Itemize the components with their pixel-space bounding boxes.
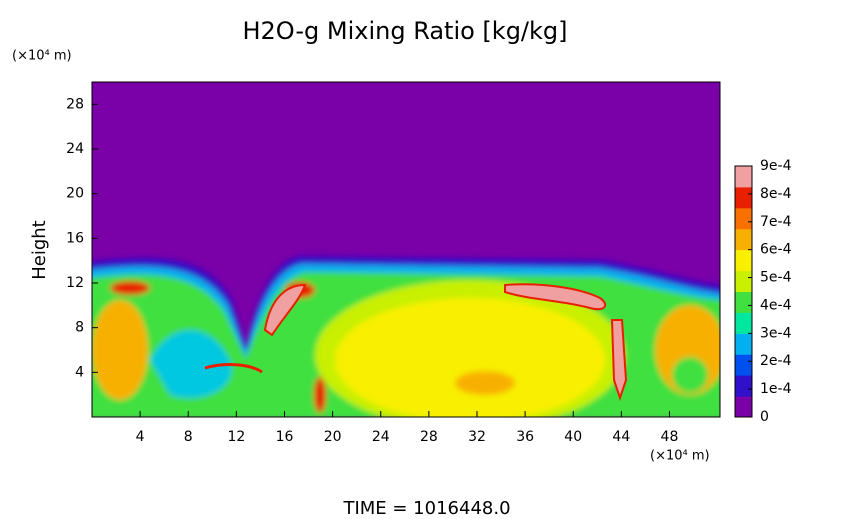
field-layer	[672, 357, 708, 393]
colorbar-tick-label: 4e-4	[760, 297, 792, 313]
colorbar-swatch	[735, 396, 752, 418]
colorbar-tick-label: 5e-4	[760, 270, 792, 286]
y-tick-label: 12	[66, 275, 84, 291]
colorbar-tick-label: 9e-4	[760, 158, 792, 174]
field-layer	[150, 330, 232, 399]
colorbar-tick-label: 6e-4	[760, 242, 792, 258]
x-tick-label: 40	[564, 429, 582, 445]
field-layer	[314, 377, 326, 413]
field-layer	[504, 283, 607, 311]
colorbar-tick-label: 7e-4	[760, 214, 792, 230]
x-tick-label: 8	[184, 429, 193, 445]
colorbar-tick-label: 2e-4	[760, 353, 792, 369]
y-unit: (×10⁴ m)	[12, 49, 72, 64]
colorbar-swatch	[735, 228, 752, 251]
y-tick-label: 16	[66, 230, 84, 246]
x-tick-label: 16	[276, 429, 294, 445]
field-layer	[455, 371, 515, 395]
colorbar-swatch	[735, 186, 752, 209]
field-layer	[204, 363, 263, 374]
colorbar-tick-label: 3e-4	[760, 325, 792, 341]
x-tick-label: 12	[227, 429, 245, 445]
field-layers	[92, 256, 720, 417]
colorbar-frame	[734, 165, 753, 418]
colorbar-swatch	[735, 166, 752, 188]
chart-title: H2O-g Mixing Ratio [kg/kg]	[242, 17, 567, 45]
y-axis-label: Height	[29, 220, 50, 280]
colorbar-tick-label: 1e-4	[760, 381, 792, 397]
y-tick-label: 8	[75, 320, 84, 336]
colorbar-swatch	[735, 333, 752, 355]
y-tick-label: 20	[66, 186, 84, 202]
footer-time: TIME = 1016448.0	[342, 498, 510, 519]
colorbar-swatch	[735, 291, 752, 313]
field-layer	[110, 281, 150, 295]
plot-frame	[91, 81, 721, 418]
x-tick-label: 32	[468, 429, 486, 445]
colorbar-swatch	[735, 375, 752, 397]
x-unit: (×10⁴ m)	[650, 449, 710, 464]
y-tick-label: 28	[66, 96, 84, 112]
colorbar-swatch	[735, 270, 752, 292]
colorbar-swatch	[735, 249, 752, 272]
y-tick-label: 4	[75, 364, 84, 380]
x-tick-label: 20	[324, 429, 342, 445]
x-tick-label: 24	[372, 429, 390, 445]
x-tick-label: 44	[612, 429, 630, 445]
x-tick-label: 4	[136, 429, 145, 445]
field-layer	[610, 319, 628, 402]
x-tick-label: 28	[420, 429, 438, 445]
field	[92, 82, 720, 417]
field-layer	[263, 283, 307, 337]
colorbar-swatch	[735, 207, 752, 230]
y-tick-label: 24	[66, 141, 84, 157]
x-tick-label: 48	[661, 429, 679, 445]
field-layer	[92, 300, 148, 400]
x-tick-label: 36	[516, 429, 534, 445]
colorbar-swatch	[735, 312, 752, 334]
colorbar-swatch	[735, 354, 752, 376]
field-layer	[335, 298, 605, 417]
colorbar-tick-label: 0	[760, 409, 769, 425]
colorbar-tick-label: 8e-4	[760, 186, 792, 202]
